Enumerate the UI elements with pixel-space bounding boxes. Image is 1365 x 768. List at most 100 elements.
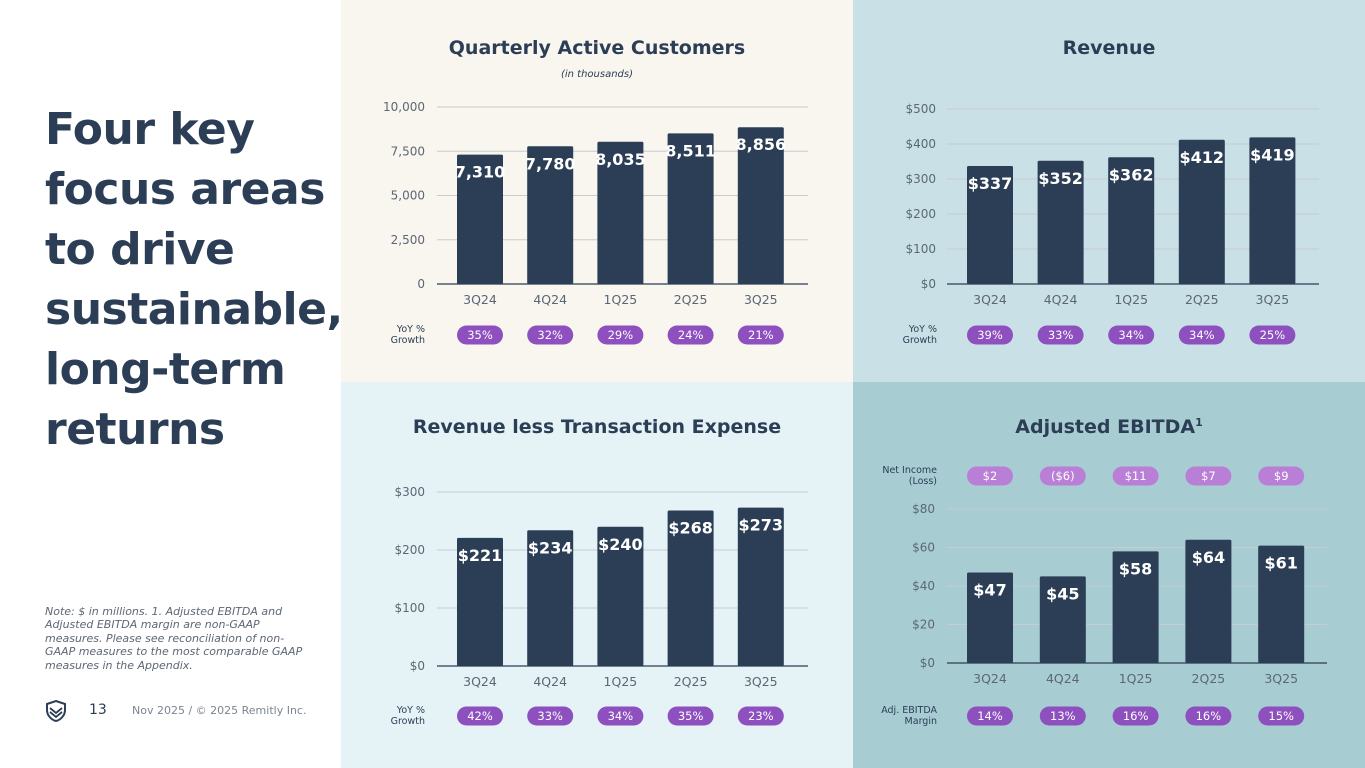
x-category-label: 3Q24 xyxy=(973,671,1007,686)
remitly-logo-icon xyxy=(45,699,67,723)
row-label-line2: Margin xyxy=(905,716,937,727)
growth-pill-label: 23% xyxy=(748,709,774,723)
row-label-line1: YoY % xyxy=(396,705,425,716)
x-category-label: 4Q24 xyxy=(1046,671,1080,686)
row-label-line1: Adj. EBITDA xyxy=(881,705,937,716)
chart-panel-quarterly-active-customers: Quarterly Active Customers (in thousands)… xyxy=(341,0,853,382)
bar-value-label: $221 xyxy=(458,546,503,565)
bar xyxy=(1108,157,1155,284)
x-category-label: 1Q25 xyxy=(604,674,638,689)
bar xyxy=(737,507,784,666)
growth-pill-label: 16% xyxy=(1196,709,1222,723)
y-tick-label: 5,000 xyxy=(391,189,425,203)
bar-value-label: 8,035 xyxy=(595,150,646,169)
y-tick-label: $0 xyxy=(410,659,425,673)
growth-pill-label: 34% xyxy=(608,709,634,723)
x-category-label: 1Q25 xyxy=(604,292,638,307)
growth-pill xyxy=(1039,466,1086,486)
growth-pill-label: $11 xyxy=(1125,469,1147,483)
y-tick-label: $200 xyxy=(905,207,936,221)
x-category-label: 2Q25 xyxy=(674,674,708,689)
x-category-label: 2Q25 xyxy=(674,292,708,307)
y-tick-label: $100 xyxy=(394,601,425,615)
chart-title: Revenue less Transaction Expense xyxy=(413,416,781,438)
bar-value-label: $240 xyxy=(598,535,643,554)
bar-value-label: 8,856 xyxy=(735,135,786,154)
growth-pill-label: 33% xyxy=(1048,328,1074,342)
x-category-label: 3Q25 xyxy=(744,674,778,689)
y-tick-label: 7,500 xyxy=(391,144,425,158)
y-tick-label: $80 xyxy=(912,502,935,516)
y-tick-label: 2,500 xyxy=(391,233,425,247)
x-category-label: 2Q25 xyxy=(1185,292,1219,307)
chart-title: Revenue xyxy=(1063,37,1156,59)
y-tick-label: $100 xyxy=(905,242,936,256)
growth-pill-label: $2 xyxy=(983,469,998,483)
bar-value-label: $412 xyxy=(1180,148,1225,167)
growth-pill xyxy=(737,325,784,345)
bar-value-label: $273 xyxy=(739,516,784,535)
row-label-line1: YoY % xyxy=(396,324,425,335)
growth-pill-label: 21% xyxy=(748,328,774,342)
growth-pill-label: 39% xyxy=(977,328,1003,342)
page-headline: Four key focus areas to drive sustainabl… xyxy=(45,104,343,455)
left-column: Four key focus areas to drive sustainabl… xyxy=(0,0,343,768)
x-category-label: 3Q25 xyxy=(1256,292,1290,307)
growth-pill xyxy=(597,706,644,726)
bar xyxy=(1112,551,1159,663)
y-tick-label: $300 xyxy=(905,172,936,186)
growth-pill-label: 29% xyxy=(608,328,634,342)
chart-revenue-less-transaction-expense: Revenue less Transaction Expense $0 $100 $2… xyxy=(391,416,808,727)
row-label-line2: Growth xyxy=(391,335,425,346)
growth-pill xyxy=(597,325,644,345)
bar-value-label: $47 xyxy=(973,581,1006,600)
growth-pill-label: 42% xyxy=(467,709,493,723)
x-category-label: 4Q24 xyxy=(533,674,567,689)
growth-pill-label: 14% xyxy=(977,709,1003,723)
x-category-label: 3Q24 xyxy=(463,292,497,307)
growth-pill-label: 25% xyxy=(1260,328,1286,342)
y-tick-label: $0 xyxy=(921,277,936,291)
growth-pill xyxy=(1039,706,1086,726)
growth-pill xyxy=(1185,706,1232,726)
bar-value-label: $352 xyxy=(1038,169,1083,188)
growth-pill-label: $9 xyxy=(1274,469,1289,483)
bar xyxy=(527,146,574,284)
y-tick-label: $400 xyxy=(905,137,936,151)
bar-value-label: $45 xyxy=(1046,584,1079,603)
growth-pill-label: 16% xyxy=(1123,709,1149,723)
row-label-line1: Net Income xyxy=(882,465,937,476)
growth-pill-label: 35% xyxy=(467,328,493,342)
growth-pill xyxy=(1185,466,1232,486)
growth-pill xyxy=(457,706,503,726)
chart-revenue: Revenue $0 $100 $200 $300 $400 $500 $337 3Q24 $35… xyxy=(903,37,1319,346)
growth-pill-label: 34% xyxy=(1118,328,1144,342)
chart-title-footnote-marker: 1 xyxy=(1195,416,1203,429)
growth-pill xyxy=(1112,466,1159,486)
bar xyxy=(457,537,503,666)
x-category-label: 3Q25 xyxy=(1264,671,1298,686)
growth-pill xyxy=(737,706,784,726)
bar-value-label: $268 xyxy=(668,519,713,538)
bar-value-label: $234 xyxy=(528,538,573,557)
row-label-line2: Growth xyxy=(391,716,425,727)
y-tick-label: $200 xyxy=(394,543,425,557)
bar xyxy=(597,141,644,284)
y-tick-label: $40 xyxy=(912,579,935,593)
x-category-label: 2Q25 xyxy=(1192,671,1226,686)
growth-pill-label: 33% xyxy=(537,709,563,723)
x-category-label: 1Q25 xyxy=(1114,292,1148,307)
growth-pill xyxy=(1037,325,1084,345)
bar xyxy=(1037,160,1084,284)
growth-pill xyxy=(1108,325,1155,345)
y-tick-label: $500 xyxy=(905,102,936,116)
row-label-line2: Growth xyxy=(903,335,937,346)
x-category-label: 1Q25 xyxy=(1119,671,1153,686)
growth-pill-label: 32% xyxy=(537,328,563,342)
y-tick-label: $300 xyxy=(394,485,425,499)
growth-pill xyxy=(527,325,574,345)
growth-pill-label: 34% xyxy=(1189,328,1215,342)
bar xyxy=(967,572,1013,663)
x-category-label: 3Q24 xyxy=(973,292,1007,307)
chart-subtitle: (in thousands) xyxy=(561,69,633,80)
